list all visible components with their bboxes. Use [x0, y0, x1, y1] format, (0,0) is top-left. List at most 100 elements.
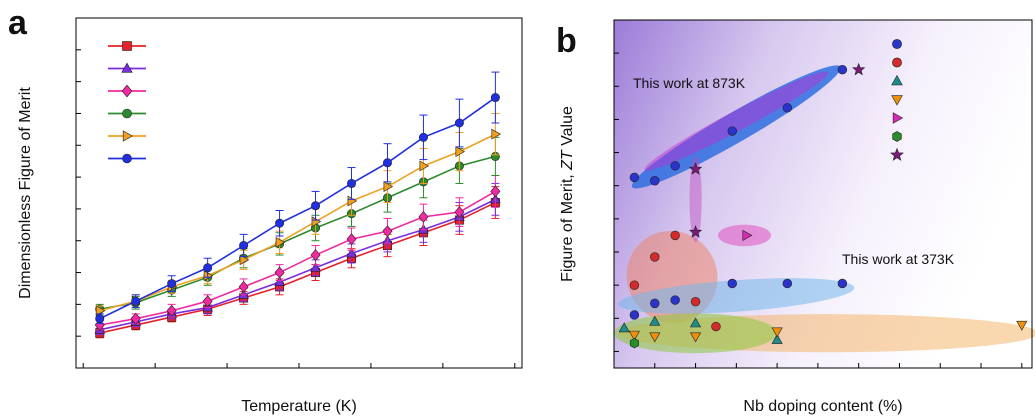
series-tn15-point: [346, 233, 357, 246]
series-tn15-point: [274, 266, 285, 279]
point-this-work: [670, 295, 680, 305]
legend-marker: [121, 62, 133, 73]
panel-b: b This work at 873K This work at 373K Nb…: [556, 19, 1035, 415]
series-tn10-line: [99, 198, 496, 331]
series-tn60-point: [454, 118, 464, 128]
panel-b-legend: [890, 39, 904, 161]
point-ref-61-at-873k: [690, 297, 701, 307]
point-this-work: [629, 172, 640, 183]
series-tn45-point: [275, 236, 286, 248]
series-tn60-point: [203, 263, 213, 273]
legend-marker: [891, 95, 903, 106]
point-this-work: [837, 65, 848, 75]
panel-b-y-axis-title: Figure of Merit, ZT Value: [559, 106, 576, 282]
legend-marker: [892, 39, 902, 49]
panel-b-plot-area: [613, 19, 1035, 368]
legend-marker: [890, 147, 904, 161]
panel-b-letter: b: [556, 22, 577, 60]
series-tn60-line: [99, 96, 496, 320]
panel-b-x-axis-title: Nb doping content (%): [743, 398, 902, 415]
legend-marker: [891, 74, 903, 86]
y-title-suffix: Value: [559, 106, 576, 150]
series-tn15-point: [238, 280, 249, 293]
panel-a-frame: [75, 17, 523, 369]
panel-a-y-axis-title: Dimensionless Figure of Merit: [17, 87, 34, 299]
series-tn5-line: [99, 201, 496, 334]
series-tn45-point: [455, 146, 466, 157]
point-this-work: [782, 278, 793, 289]
series-tn60-point: [167, 279, 177, 289]
series-tn45-point: [239, 254, 250, 266]
panel-a-plot-area: [76, 17, 516, 369]
region-ref1-low: [689, 155, 702, 243]
point-ref-56-at-380k: [689, 332, 702, 343]
point-this-work: [650, 298, 660, 309]
series-tn15-point: [418, 210, 429, 223]
series-tn15-line: [99, 190, 496, 326]
region-this-work-873k: [631, 65, 841, 189]
series-tn45-line: [99, 133, 496, 312]
point-ref-54-at-873k: [742, 229, 753, 242]
y-title-prefix: Figure of Merit,: [559, 170, 576, 282]
series-tn60-point: [131, 296, 141, 306]
annotation-373k: This work at 373K: [842, 251, 955, 267]
series-tn15-point: [310, 249, 321, 261]
point-ref-12-at-873k: [629, 337, 639, 349]
series-tn45-point: [203, 270, 214, 282]
series-tn60-point: [490, 93, 500, 103]
series-tn15-point: [202, 295, 213, 308]
point-ref-56-at-380k: [771, 327, 783, 338]
legend-marker: [122, 153, 132, 164]
point-ref-56-at-380k: [628, 330, 640, 341]
annotation-873k: This work at 873K: [633, 75, 746, 91]
point-this-work: [837, 278, 848, 289]
panel-a-x-axis-title: Temperature (K): [241, 398, 357, 415]
series-tn15-point: [166, 304, 177, 317]
y-title-italic: ZT: [559, 149, 576, 171]
point-ref-1-at-873k: [852, 62, 866, 76]
series-tn15-point: [454, 206, 465, 219]
series-tn45-point: [491, 128, 502, 140]
series-tn60-point: [239, 241, 249, 251]
series-tn60-point: [275, 218, 285, 228]
series-tn60-point: [95, 314, 105, 324]
point-ref-55-at-380k: [649, 315, 661, 326]
point-ref-55-at-380k: [771, 333, 783, 344]
point-ref-61-at-873k: [650, 252, 660, 262]
point-ref-61-at-873k: [670, 230, 680, 241]
region-this-work-373k: [618, 278, 855, 314]
point-this-work: [727, 278, 737, 289]
series-tn45-point: [383, 181, 394, 192]
point-ref-55-at-380k: [618, 322, 630, 333]
series-tn45-point: [347, 195, 358, 207]
series-tn60-point: [418, 132, 428, 142]
series-tn15-point: [382, 225, 393, 238]
legend-marker: [892, 57, 902, 68]
region-ref1-873k: [644, 71, 829, 171]
legend-marker: [121, 84, 133, 98]
series-tn45-point: [419, 160, 430, 172]
series-tn30-line: [99, 155, 496, 310]
legend-marker: [122, 108, 132, 119]
point-ref-56-at-380k: [649, 332, 661, 343]
panel-a-legend: [108, 41, 146, 164]
point-ref-61-at-873k: [711, 321, 721, 332]
point-this-work: [629, 310, 640, 320]
point-ref-61-at-873k: [629, 280, 640, 290]
series-tn10-point: [310, 262, 321, 272]
point-ref-1-at-873k: [688, 162, 703, 175]
panel-a: a Temperature (K) Dimensionless Figure o…: [8, 4, 523, 415]
point-ref-1-at-873k: [688, 225, 703, 238]
point-this-work: [727, 126, 737, 136]
legend-marker: [122, 130, 134, 142]
series-tn60-point: [311, 201, 321, 211]
point-this-work: [782, 103, 793, 113]
point-this-work: [670, 161, 680, 171]
series-tn15-point: [490, 185, 501, 198]
point-ref-55-at-380k: [689, 317, 702, 328]
series-tn45-point: [95, 305, 106, 317]
point-this-work: [650, 176, 660, 186]
legend-marker: [122, 41, 132, 51]
panel-a-letter: a: [8, 4, 28, 42]
